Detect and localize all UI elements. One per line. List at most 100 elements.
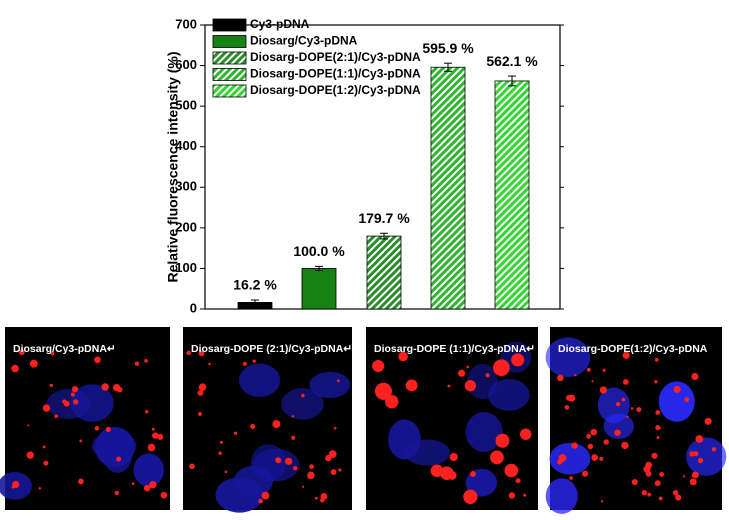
red-spot bbox=[587, 443, 594, 450]
red-spot bbox=[43, 460, 49, 466]
red-spot bbox=[302, 485, 305, 488]
red-spot bbox=[591, 380, 594, 383]
red-spot bbox=[152, 432, 159, 439]
legend-label: Diosarg-DOPE(2:1)/Cy3-pDNA bbox=[250, 50, 421, 64]
red-spot bbox=[603, 439, 609, 445]
red-spot bbox=[659, 471, 665, 477]
bar bbox=[301, 268, 337, 310]
red-spot bbox=[112, 384, 121, 392]
legend-label: Diosarg-DOPE(1:2)/Cy3-pDNA bbox=[250, 83, 421, 97]
red-spot bbox=[333, 426, 337, 430]
red-spot bbox=[704, 417, 712, 425]
red-spot bbox=[197, 389, 204, 396]
y-tick-label: 200 bbox=[175, 219, 197, 234]
error-bar bbox=[251, 299, 259, 306]
red-spot bbox=[325, 455, 332, 462]
red-spot bbox=[636, 407, 642, 413]
red-spot bbox=[466, 365, 470, 369]
red-spot bbox=[557, 374, 564, 382]
red-spot bbox=[647, 492, 652, 497]
red-spot bbox=[511, 353, 525, 367]
red-spot bbox=[495, 433, 510, 448]
red-spot bbox=[520, 428, 532, 440]
micrograph-caption: Diosarg-DOPE (2:1)/Cy3-pDNA↵ bbox=[191, 343, 352, 355]
legend-swatch bbox=[212, 84, 247, 98]
red-spot bbox=[602, 368, 606, 372]
red-spot bbox=[504, 463, 519, 478]
red-spot bbox=[71, 386, 79, 393]
nucleus bbox=[549, 442, 591, 475]
red-spot bbox=[149, 481, 157, 489]
red-spot bbox=[372, 359, 385, 373]
red-spot bbox=[405, 379, 418, 392]
red-spot bbox=[398, 351, 408, 362]
y-tick-label: 100 bbox=[175, 260, 197, 275]
red-spot bbox=[116, 456, 122, 462]
red-spot bbox=[320, 497, 325, 503]
red-spot bbox=[186, 350, 191, 356]
red-spot bbox=[338, 468, 342, 472]
red-spot bbox=[144, 358, 148, 363]
value-label: 179.7 % bbox=[358, 210, 410, 226]
nucleus bbox=[465, 412, 503, 452]
y-tick-label: 700 bbox=[175, 16, 197, 31]
red-spot bbox=[143, 484, 151, 492]
red-spot bbox=[600, 387, 607, 394]
red-spot bbox=[672, 490, 679, 496]
red-spot bbox=[208, 362, 211, 366]
red-spot bbox=[242, 361, 247, 366]
nucleus bbox=[215, 477, 264, 513]
nucleus bbox=[250, 444, 287, 482]
red-spot bbox=[682, 475, 686, 478]
red-spot bbox=[564, 405, 570, 410]
nucleus bbox=[238, 363, 281, 397]
red-spot bbox=[94, 356, 101, 364]
red-spot bbox=[272, 420, 281, 429]
micrograph: Diosarg-DOPE (1:1)/Cy3-pDNA↵ bbox=[366, 327, 538, 510]
red-spot bbox=[691, 372, 699, 380]
red-spot bbox=[656, 436, 660, 440]
red-spot bbox=[291, 435, 296, 440]
red-spot bbox=[330, 469, 337, 475]
red-spot bbox=[582, 470, 589, 477]
red-spot bbox=[336, 379, 340, 383]
red-spot bbox=[641, 490, 648, 496]
micrograph-caption: Diosarg/Cy3-pDNA↵ bbox=[13, 343, 116, 355]
red-spot bbox=[600, 500, 604, 503]
red-spot bbox=[654, 358, 659, 362]
y-axis-label: Relative fluorescence intensity (%) bbox=[165, 51, 181, 282]
red-spot bbox=[615, 401, 621, 407]
red-spot bbox=[50, 351, 55, 356]
legend-label: Diosarg-DOPE(1:1)/Cy3-pDNA bbox=[250, 67, 421, 81]
red-spot bbox=[42, 445, 46, 449]
red-spot bbox=[198, 383, 207, 391]
y-tick-label: 600 bbox=[175, 57, 197, 72]
red-spot bbox=[78, 478, 84, 485]
red-spot bbox=[374, 382, 392, 400]
red-spot bbox=[591, 454, 598, 461]
red-spot bbox=[574, 374, 577, 377]
red-spot bbox=[284, 457, 293, 465]
bar bbox=[366, 235, 402, 310]
nucleus bbox=[597, 387, 630, 424]
red-spot bbox=[447, 384, 451, 388]
red-spot bbox=[630, 407, 634, 410]
red-spot bbox=[314, 496, 318, 500]
red-spot bbox=[105, 426, 111, 432]
nucleus bbox=[133, 453, 164, 487]
red-spot bbox=[94, 426, 100, 431]
red-spot bbox=[655, 410, 661, 415]
red-spot bbox=[252, 359, 256, 363]
nucleus bbox=[545, 337, 591, 378]
red-spot bbox=[114, 490, 119, 496]
legend-label: Cy3-pDNA bbox=[250, 17, 310, 31]
red-spot bbox=[79, 439, 83, 443]
red-spot bbox=[711, 447, 717, 452]
red-spot bbox=[258, 498, 263, 504]
red-spot bbox=[523, 493, 527, 497]
micrograph-caption: Diosarg-DOPE (1:1)/Cy3-pDNA↵ bbox=[374, 343, 535, 355]
red-spot bbox=[586, 367, 591, 372]
red-spot bbox=[673, 385, 681, 393]
red-spot bbox=[307, 471, 315, 480]
